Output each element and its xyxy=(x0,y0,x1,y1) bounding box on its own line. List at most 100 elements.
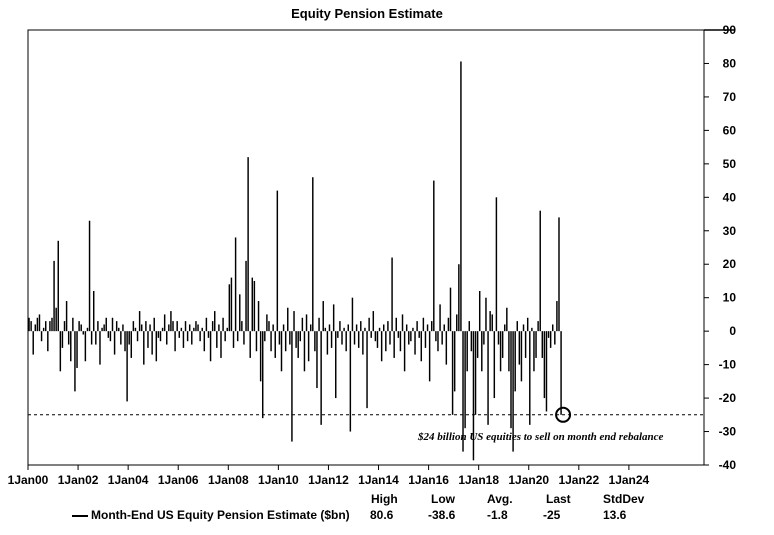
bar xyxy=(347,324,349,332)
bar xyxy=(101,327,103,332)
bar xyxy=(449,287,452,332)
bar xyxy=(408,331,410,345)
y-tick-label: 60 xyxy=(723,123,737,137)
bar xyxy=(516,321,518,332)
bar xyxy=(305,314,308,332)
bar xyxy=(61,331,64,348)
bar xyxy=(328,324,331,332)
bar xyxy=(522,324,525,332)
bar xyxy=(478,291,481,332)
bar xyxy=(118,327,120,332)
bar xyxy=(533,331,535,372)
bar xyxy=(437,331,439,352)
bar xyxy=(157,331,160,338)
bar xyxy=(430,321,433,332)
bar xyxy=(149,324,151,332)
bar xyxy=(414,331,416,355)
bar xyxy=(70,331,72,362)
bar xyxy=(220,331,222,358)
x-axis: 1Jan00 1Jan02 1Jan04 1Jan06 1Jan08 1Jan10 1Jan… xyxy=(8,465,650,487)
bar xyxy=(322,301,324,332)
bar xyxy=(214,311,216,332)
bar xyxy=(493,331,496,399)
bar xyxy=(420,331,423,362)
bar xyxy=(320,331,322,425)
bar xyxy=(226,327,228,332)
bar xyxy=(109,331,112,342)
bar xyxy=(63,321,66,332)
x-tick-label: 1Jan18 xyxy=(458,473,499,487)
bar xyxy=(360,321,362,332)
bar xyxy=(514,331,516,392)
bar xyxy=(558,217,560,332)
bar xyxy=(168,324,170,332)
bar xyxy=(376,331,379,348)
bar xyxy=(143,331,145,365)
bar xyxy=(447,317,450,332)
bar xyxy=(483,331,485,345)
bar xyxy=(372,311,375,332)
x-tick-label: 1Jan02 xyxy=(58,473,99,487)
bar xyxy=(115,321,118,332)
bar xyxy=(222,317,224,332)
bar xyxy=(445,331,448,365)
bar xyxy=(282,324,285,332)
bar xyxy=(236,331,239,342)
bar xyxy=(339,321,341,332)
bar xyxy=(257,301,260,332)
bar xyxy=(95,331,97,345)
bar xyxy=(124,331,126,352)
bar xyxy=(351,297,354,332)
bar xyxy=(401,314,404,332)
bar xyxy=(107,331,110,338)
bar xyxy=(276,190,279,332)
bar xyxy=(245,260,247,332)
bar xyxy=(82,331,85,335)
x-tick-label: 1Jan00 xyxy=(8,473,49,487)
bar xyxy=(232,331,235,348)
stat-value-low: -38.6 xyxy=(428,508,456,522)
bar xyxy=(111,317,114,332)
bar xyxy=(472,331,475,461)
y-tick-label: 10 xyxy=(723,291,737,305)
bar xyxy=(113,331,116,355)
bar xyxy=(410,331,412,342)
bar xyxy=(403,331,406,372)
bar xyxy=(287,307,289,332)
bar xyxy=(53,260,55,332)
plot-frame xyxy=(27,29,705,466)
bar xyxy=(74,331,76,392)
bar xyxy=(464,331,466,429)
bar xyxy=(199,331,201,342)
last-value-marker xyxy=(555,406,572,423)
bar xyxy=(395,317,397,332)
x-tick-label: 1Jan24 xyxy=(609,473,650,487)
y-tick-label: 70 xyxy=(723,90,737,104)
bar xyxy=(556,301,558,332)
bar xyxy=(155,331,158,362)
bar xyxy=(547,331,550,338)
bar xyxy=(456,314,458,332)
bar xyxy=(391,257,393,332)
stat-value-high: 80.6 xyxy=(370,508,394,522)
bar xyxy=(529,331,531,425)
x-tick-label: 1Jan06 xyxy=(158,473,199,487)
bar xyxy=(241,321,243,332)
bar xyxy=(466,331,468,372)
bar xyxy=(368,317,370,332)
bar xyxy=(468,321,471,332)
bar xyxy=(55,307,57,332)
bar xyxy=(485,297,487,332)
bar xyxy=(539,210,541,332)
bar xyxy=(249,331,251,358)
bar xyxy=(145,321,147,332)
bar xyxy=(45,321,47,332)
bar xyxy=(324,327,327,332)
bar xyxy=(487,331,489,425)
bar xyxy=(289,331,291,345)
bar xyxy=(412,327,414,332)
bar xyxy=(510,331,512,429)
x-tick-label: 1Jan12 xyxy=(308,473,349,487)
y-tick-label: -10 xyxy=(719,358,737,372)
